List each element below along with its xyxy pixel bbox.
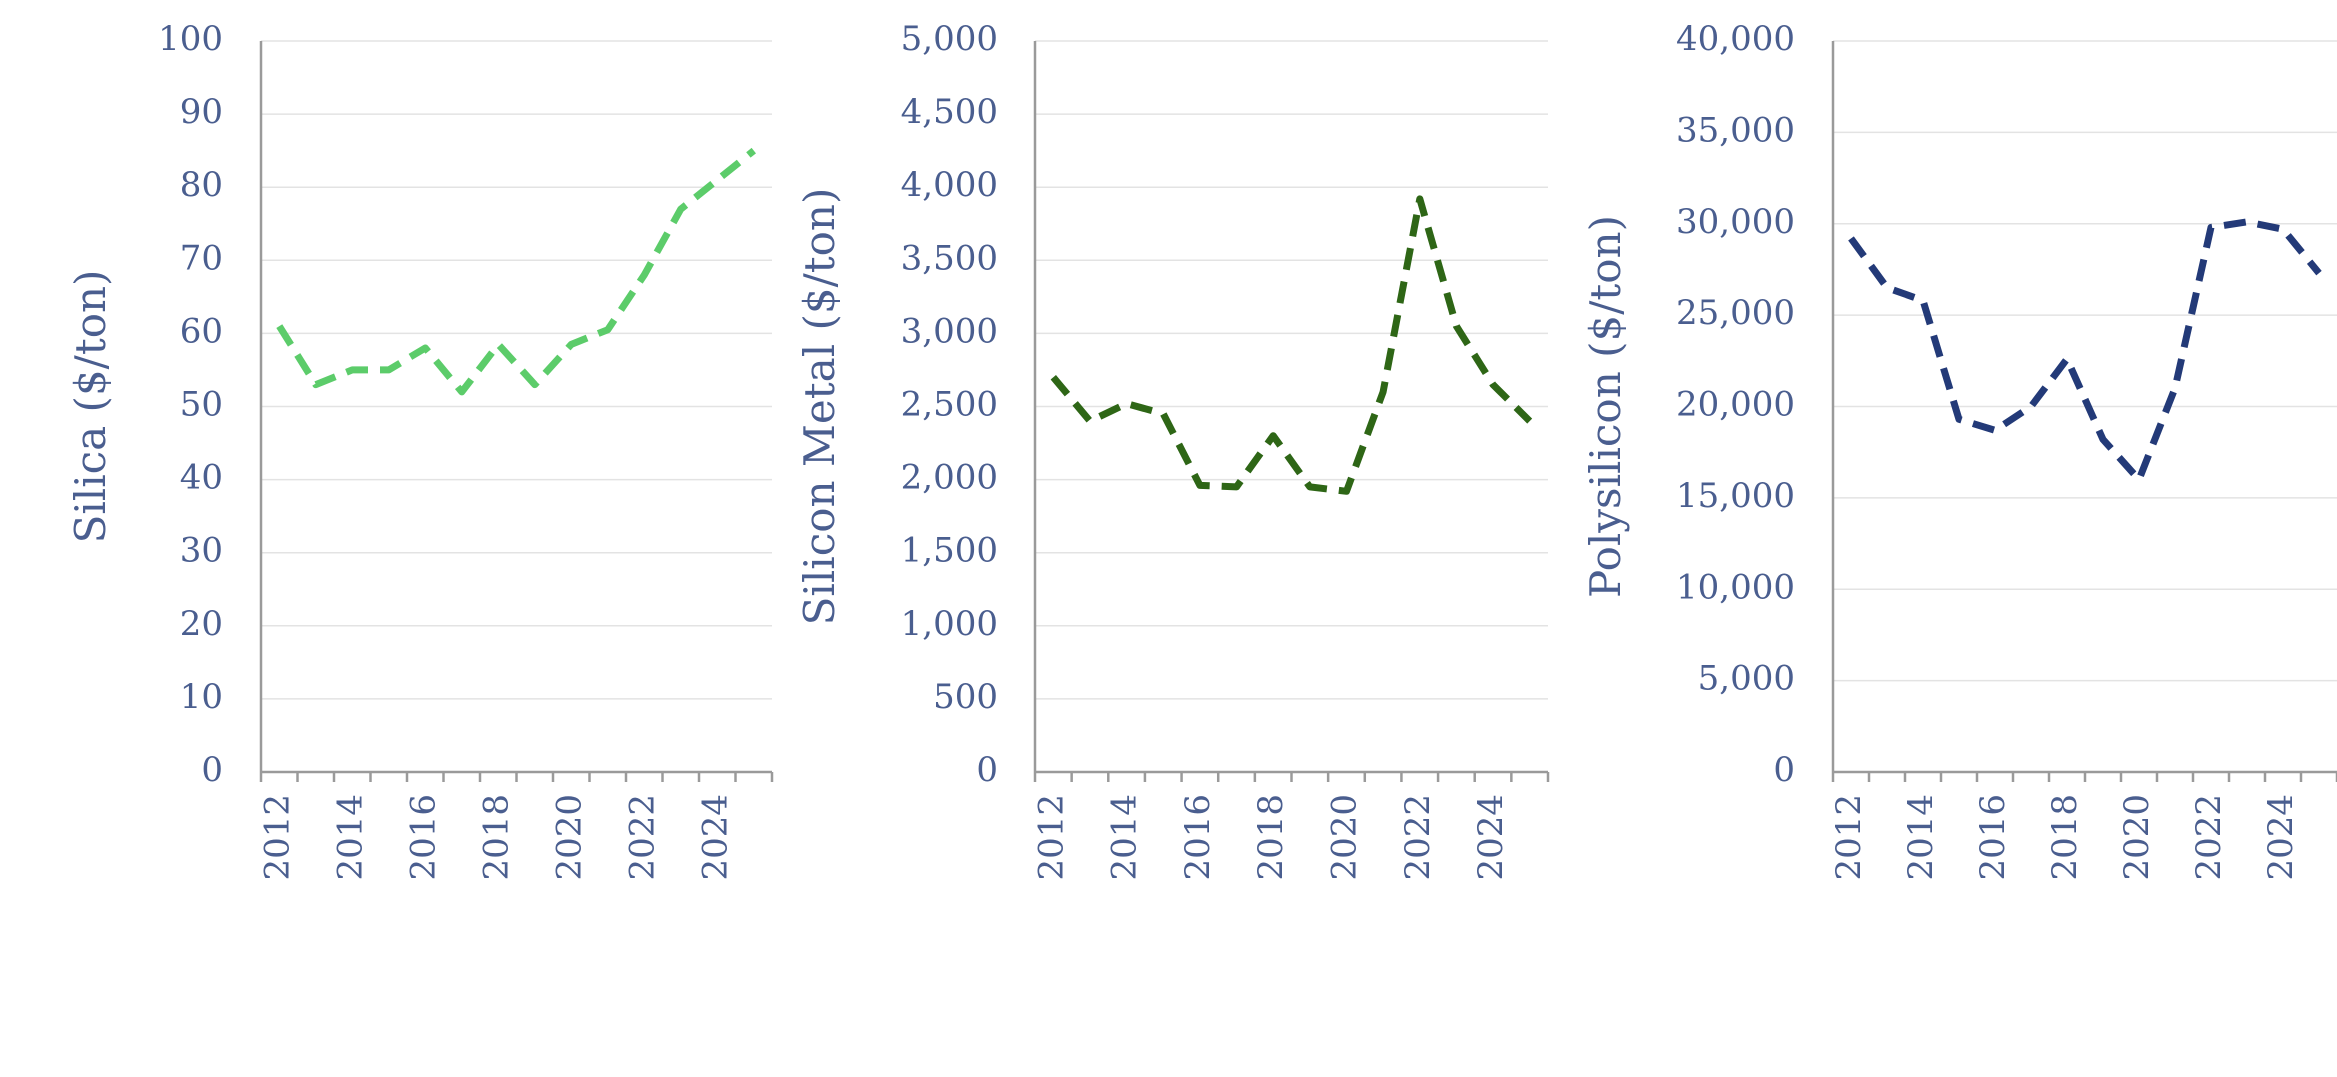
- polysilicon-y-tick-label: 25,000: [1676, 293, 1795, 333]
- silicon-metal-y-tick-label: 5,000: [901, 19, 998, 59]
- silicon-metal-x-tick-label: 2016: [1178, 794, 1218, 881]
- polysilicon-x-tick-label: 2022: [2189, 794, 2229, 881]
- polysilicon-x-tick-label: 2016: [1973, 794, 2013, 881]
- polysilicon-y-tick-label: 0: [1773, 750, 1795, 790]
- silica-y-axis-title: Silica ($/ton): [66, 270, 115, 544]
- silica-x-tick-label: 2014: [330, 794, 370, 881]
- silicon-metal-price-line: [1050, 195, 1533, 495]
- polysilicon-y-tick-label: 20,000: [1676, 385, 1795, 425]
- silicon-metal-x-tick-label: 2020: [1324, 794, 1364, 881]
- polysilicon-x-tick-label: 2018: [2045, 794, 2085, 881]
- silica-x-tick-label: 2020: [549, 794, 589, 881]
- silica-y-tick-label: 40: [180, 458, 223, 498]
- silica-y-tick-label: 100: [158, 19, 223, 59]
- polysilicon-y-axis-title: Polysilicon ($/ton): [1581, 215, 1630, 598]
- silica-y-tick-label: 60: [180, 311, 223, 351]
- polysilicon-price-line: [1848, 218, 2322, 484]
- polysilicon-y-tick-label: 30,000: [1676, 202, 1795, 242]
- silicon-metal-chart-panel: 0 500 1,000 1,500 2,000 2,500 3,000 3,500 4,000 4…: [795, 19, 1550, 881]
- silicon-metal-y-tick-label: 2,500: [901, 385, 998, 425]
- silicon-metal-y-tick-label: 3,500: [901, 238, 998, 278]
- silicon-metal-x-tick-label: 2012: [1031, 794, 1071, 881]
- silicon-metal-y-tick-label: 0: [976, 750, 998, 790]
- silica-price-line: [276, 147, 756, 396]
- silica-y-tick-label: 0: [201, 750, 223, 790]
- silica-y-tick-label: 50: [180, 385, 223, 425]
- silica-y-tick-label: 70: [180, 238, 223, 278]
- silicon-metal-y-tick-label: 500: [933, 677, 998, 717]
- silicon-metal-y-tick-label: 2,000: [901, 458, 998, 498]
- polysilicon-x-tick-label: 2020: [2117, 794, 2157, 881]
- polysilicon-x-tick-label: 2024: [2261, 794, 2301, 881]
- silicon-metal-y-tick-label: 1,500: [901, 531, 998, 571]
- silica-y-tick-label: 90: [180, 92, 223, 132]
- silica-y-tick-label: 30: [180, 531, 223, 571]
- polysilicon-y-tick-label: 5,000: [1698, 659, 1795, 699]
- polysilicon-y-tick-label: 10,000: [1676, 567, 1795, 607]
- polysilicon-x-tick-label: 2012: [1829, 794, 1869, 881]
- silica-y-tick-label: 20: [180, 604, 223, 644]
- polysilicon-x-tick-label: 2014: [1901, 794, 1941, 881]
- silica-x-tick-label: 2024: [695, 794, 735, 881]
- polysilicon-y-tick-label: 35,000: [1676, 110, 1795, 150]
- silicon-metal-x-tick-label: 2022: [1398, 794, 1438, 881]
- silicon-metal-y-tick-label: 4,500: [901, 92, 998, 132]
- silicon-metal-y-tick-label: 3,000: [901, 311, 998, 351]
- silica-x-tick-label: 2012: [257, 794, 297, 881]
- silicon-metal-x-tick-label: 2018: [1251, 794, 1291, 881]
- polysilicon-y-tick-label: 15,000: [1676, 476, 1795, 516]
- silicon-metal-y-tick-label: 1,000: [901, 604, 998, 644]
- silicon-metal-x-tick-label: 2024: [1471, 794, 1511, 881]
- silicon-metal-x-tick-label: 2014: [1105, 794, 1145, 881]
- silica-y-tick-label: 10: [180, 677, 223, 717]
- silica-x-tick-label: 2018: [476, 794, 516, 881]
- silica-chart-panel: 0 10 20 30 40 50 60 70 80 90 100 2012 2014 2016 2018 20…: [66, 19, 774, 881]
- polysilicon-chart-panel: 0 5,000 10,000 15,000 20,000 25,000 30,000 35,0…: [1581, 19, 2337, 881]
- silica-x-tick-label: 2016: [403, 794, 443, 881]
- silicon-metal-y-tick-label: 4,000: [901, 165, 998, 205]
- polysilicon-y-tick-label: 40,000: [1676, 19, 1795, 59]
- silicon-metal-y-axis-title: Silicon Metal ($/ton): [795, 188, 844, 626]
- silica-x-tick-label: 2022: [622, 794, 662, 881]
- silica-y-tick-label: 80: [180, 165, 223, 205]
